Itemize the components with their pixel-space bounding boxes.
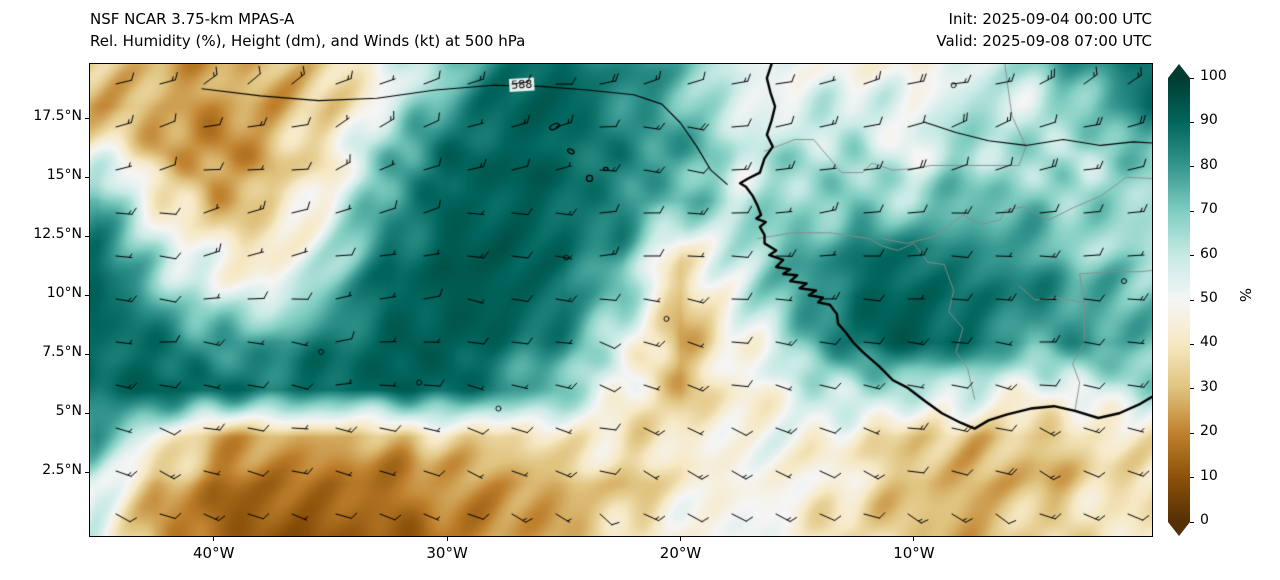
- map-plot-area: [89, 63, 1153, 537]
- colorbar-tick-label: 20: [1200, 423, 1218, 440]
- colorbar-tick-mark: [1190, 343, 1194, 345]
- y-tick-label: 7.5°N: [42, 344, 82, 361]
- colorbar-tick-mark: [1190, 121, 1194, 123]
- map-canvas: [90, 64, 1152, 536]
- y-tick-mark: [85, 176, 89, 178]
- valid-time: Valid: 2025-09-08 07:00 UTC: [936, 32, 1152, 50]
- colorbar-tick-label: 50: [1200, 290, 1218, 306]
- colorbar-tick-label: 100: [1200, 68, 1227, 84]
- colorbar-tick-mark: [1190, 477, 1194, 479]
- y-tick-mark: [85, 294, 89, 296]
- colorbar: 0 10 20 30 40 50 60 70 80 90 100 %: [1168, 64, 1278, 536]
- colorbar-tick-mark: [1190, 388, 1194, 390]
- colorbar-tick-mark: [1190, 432, 1194, 434]
- colorbar-tick-label: 90: [1200, 112, 1218, 129]
- y-tick-mark: [85, 412, 89, 414]
- colorbar-tick-mark: [1190, 77, 1194, 79]
- x-tick-label: 10°W: [893, 544, 935, 562]
- colorbar-tick-mark: [1190, 521, 1194, 523]
- model-title: NSF NCAR 3.75-km MPAS-A: [90, 10, 295, 28]
- x-tick-mark: [446, 537, 448, 541]
- y-tick-label: 15°N: [46, 167, 82, 184]
- colorbar-tick-label: 40: [1200, 334, 1218, 351]
- colorbar-tick-label: 80: [1200, 156, 1218, 173]
- colorbar-tick-label: 70: [1200, 201, 1218, 218]
- colorbar-tick-mark: [1190, 210, 1194, 212]
- colorbar-tick-mark: [1190, 299, 1194, 301]
- x-tick-mark: [680, 537, 682, 541]
- figure-times: Init: 2025-09-04 00:00 UTC Valid: 2025-0…: [936, 8, 1152, 52]
- colorbar-unit-label: %: [1236, 287, 1255, 303]
- colorbar-tick-label: 30: [1200, 378, 1218, 395]
- colorbar-tick-label: 60: [1200, 245, 1218, 262]
- y-tick-label: 12.5°N: [33, 226, 82, 243]
- y-tick-label: 2.5°N: [42, 462, 82, 479]
- y-tick-mark: [85, 471, 89, 473]
- colorbar-tick-label: 0: [1200, 512, 1209, 528]
- colorbar-gradient: [1168, 78, 1190, 522]
- x-tick-label: 30°W: [426, 544, 468, 562]
- x-tick-label: 20°W: [659, 544, 702, 562]
- x-tick-label: 40°W: [192, 544, 235, 562]
- init-time: Init: 2025-09-04 00:00 UTC: [948, 10, 1152, 28]
- y-tick-mark: [85, 353, 89, 355]
- colorbar-tick-label: 10: [1200, 467, 1218, 484]
- colorbar-extend-bottom: [1168, 522, 1190, 536]
- colorbar-tick-mark: [1190, 166, 1194, 168]
- product-title: Rel. Humidity (%), Height (dm), and Wind…: [90, 32, 526, 50]
- y-tick-mark: [85, 235, 89, 237]
- y-tick-mark: [85, 117, 89, 119]
- y-tick-label: 5°N: [55, 403, 82, 420]
- y-tick-label: 17.5°N: [33, 108, 82, 125]
- colorbar-tick-mark: [1190, 255, 1194, 257]
- figure-titles: NSF NCAR 3.75-km MPAS-A Rel. Humidity (%…: [90, 8, 525, 52]
- x-tick-mark: [213, 537, 215, 541]
- y-tick-label: 10°N: [46, 285, 82, 302]
- x-tick-mark: [913, 537, 915, 541]
- colorbar-extend-top: [1168, 64, 1190, 78]
